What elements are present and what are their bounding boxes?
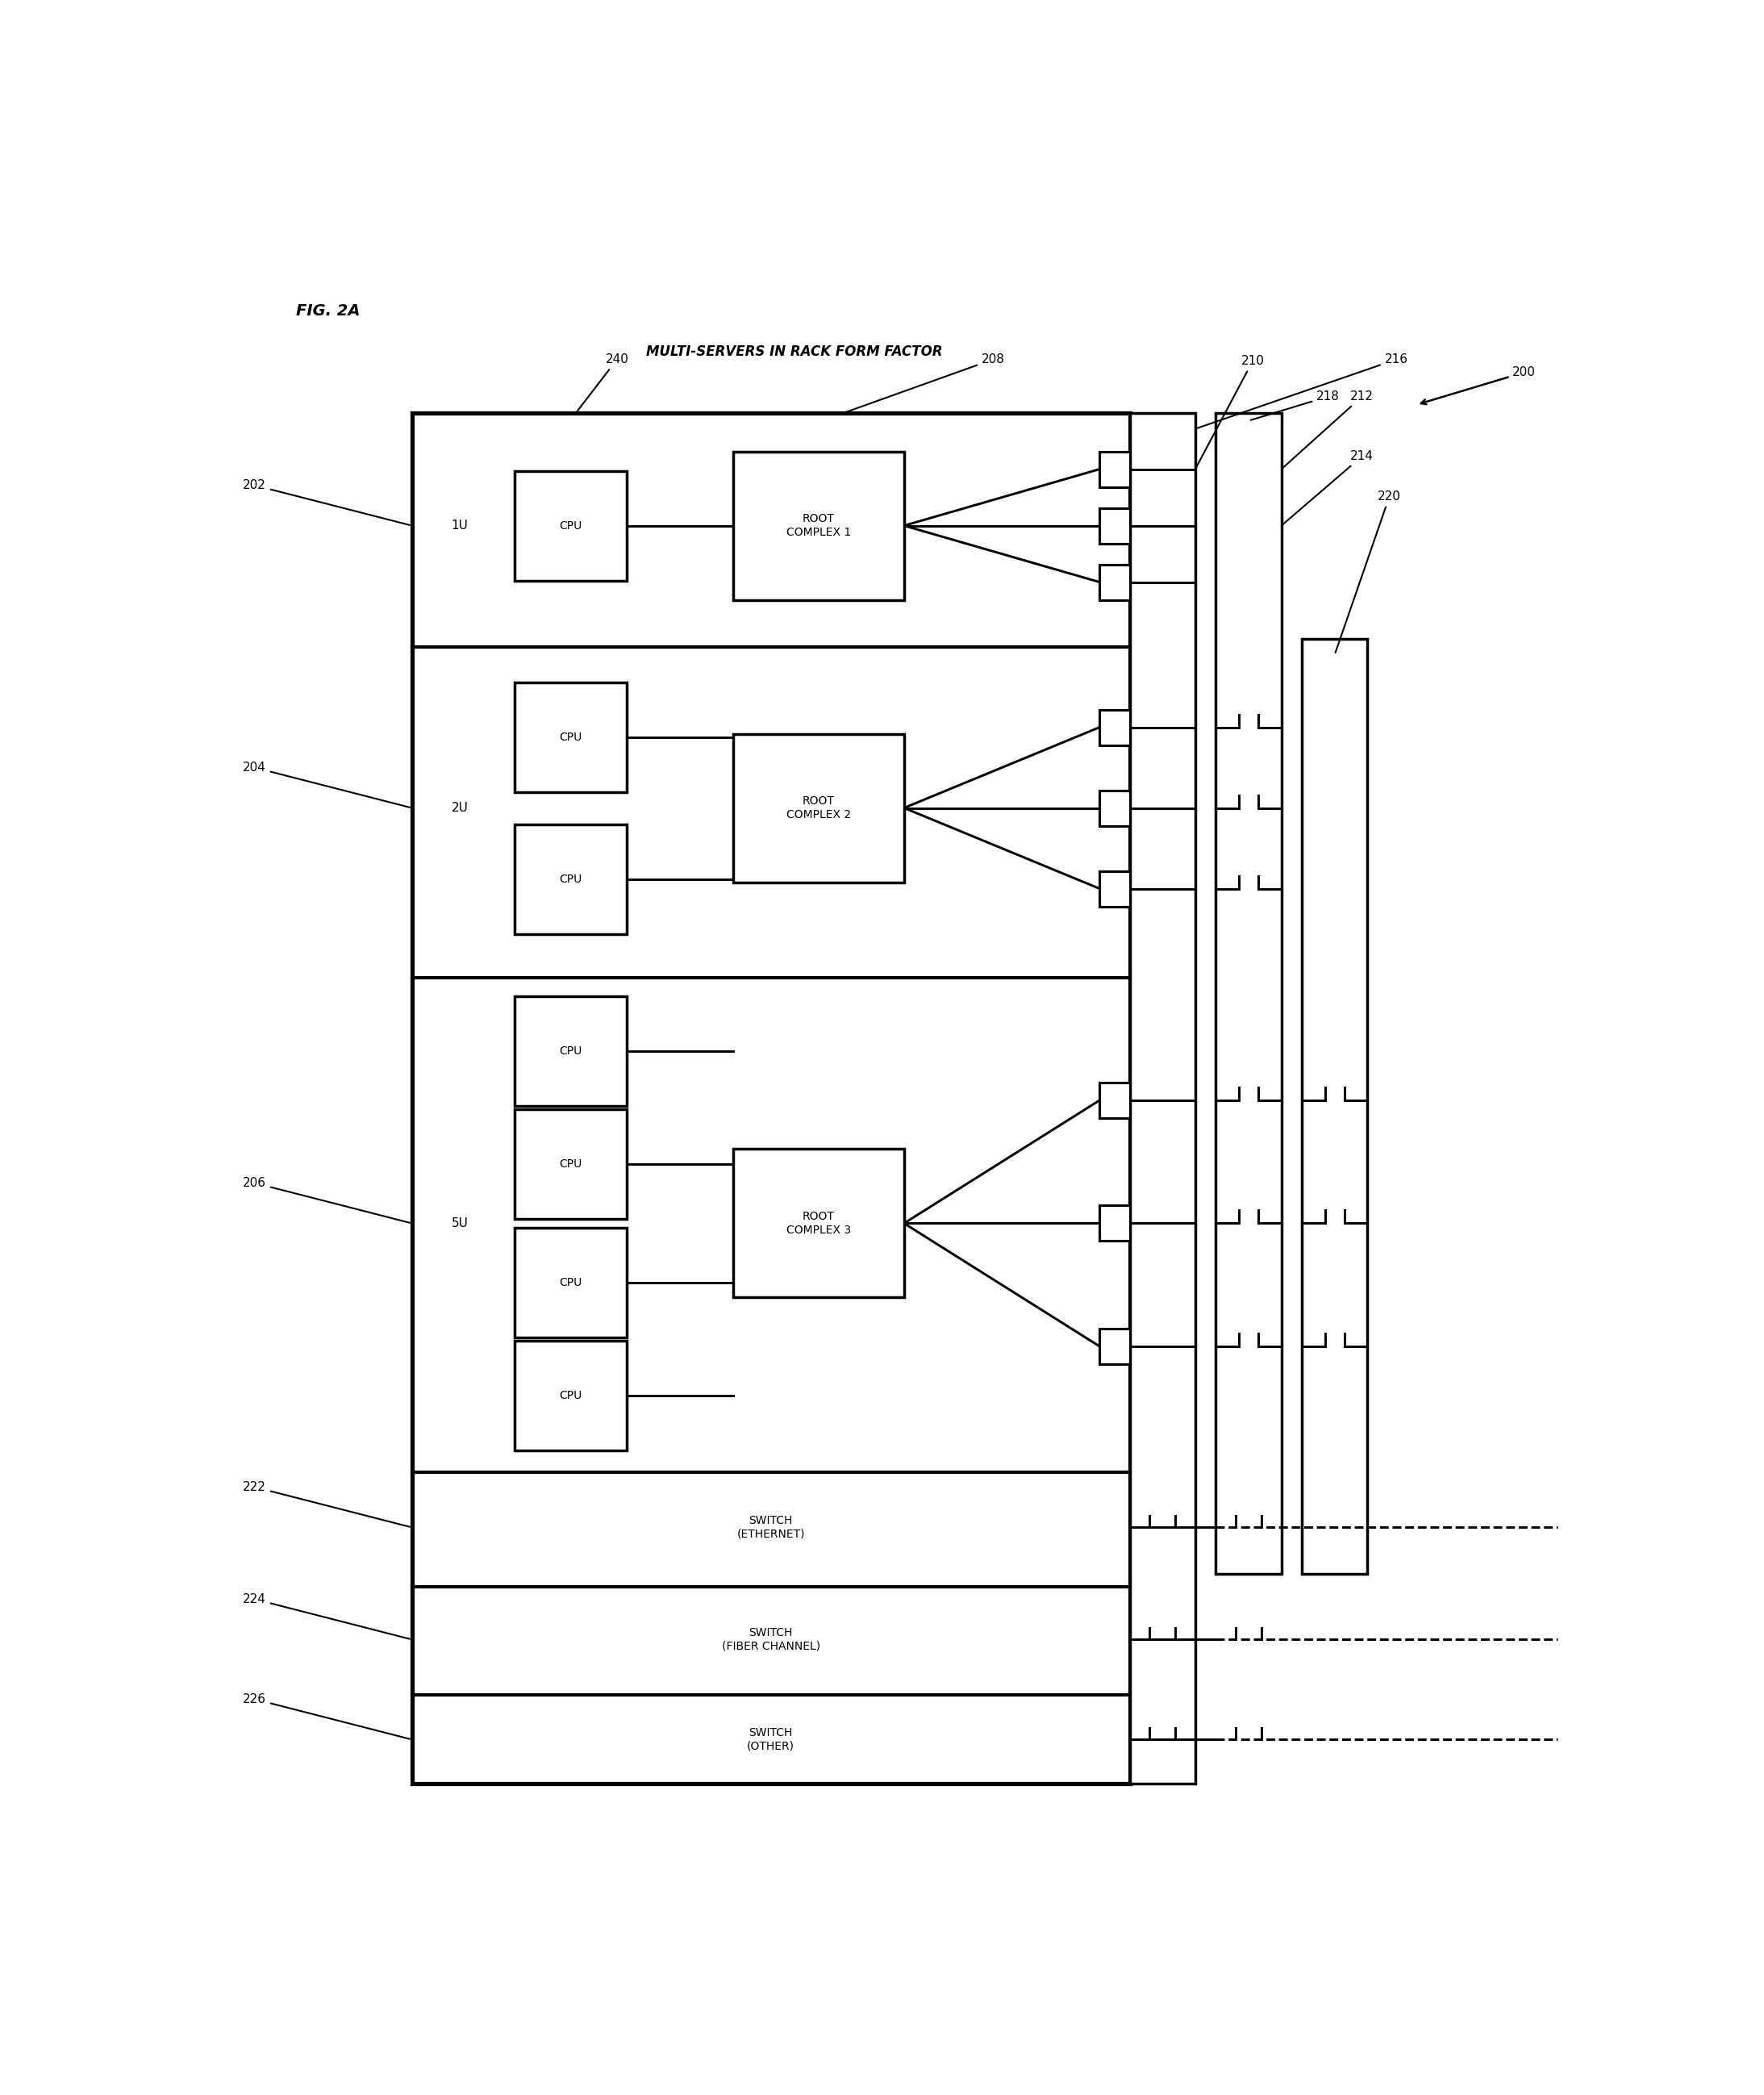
Text: 206: 206 [243, 1177, 409, 1223]
Text: 240: 240 [577, 354, 628, 411]
Text: CPU: CPU [559, 1045, 582, 1056]
Bar [734, 1150, 903, 1297]
Bar [515, 1341, 626, 1450]
Bar [1099, 790, 1129, 825]
Text: CPU: CPU [559, 520, 582, 532]
Text: ROOT
COMPLEX 1: ROOT COMPLEX 1 [787, 513, 850, 538]
Text: 210: 210 [1196, 354, 1265, 467]
Text: 208: 208 [847, 354, 1004, 413]
Bar [515, 471, 626, 580]
Text: 1U: 1U [452, 520, 467, 532]
Text: MULTI-SERVERS IN RACK FORM FACTOR: MULTI-SERVERS IN RACK FORM FACTOR [646, 344, 944, 358]
Bar [1099, 1083, 1129, 1119]
Text: CPU: CPU [559, 1276, 582, 1288]
Bar [515, 997, 626, 1106]
Text: CPU: CPU [559, 874, 582, 884]
Text: ROOT
COMPLEX 2: ROOT COMPLEX 2 [787, 796, 850, 819]
Bar [1099, 564, 1129, 599]
Bar [515, 1110, 626, 1219]
Bar [1099, 507, 1129, 543]
Bar [515, 823, 626, 934]
Bar [1099, 1328, 1129, 1364]
Text: 2U: 2U [452, 802, 467, 815]
Bar [1129, 413, 1196, 1785]
Text: FIG. 2A: FIG. 2A [296, 304, 360, 318]
Text: 204: 204 [243, 763, 409, 807]
Bar [411, 413, 1129, 1785]
Bar [1099, 1205, 1129, 1240]
Text: 226: 226 [243, 1693, 409, 1739]
Bar [1099, 872, 1129, 907]
Bar [515, 683, 626, 792]
Text: CPU: CPU [559, 731, 582, 742]
Bar [1302, 639, 1367, 1573]
Text: SWITCH
(FIBER CHANNEL): SWITCH (FIBER CHANNEL) [721, 1628, 820, 1651]
Bar [1099, 710, 1129, 746]
Bar [1099, 450, 1129, 486]
Text: 216: 216 [1198, 354, 1408, 427]
Text: 218: 218 [1251, 390, 1339, 421]
Text: CPU: CPU [559, 1159, 582, 1169]
Text: 5U: 5U [452, 1217, 467, 1230]
Text: ROOT
COMPLEX 3: ROOT COMPLEX 3 [787, 1211, 850, 1236]
Bar [1215, 413, 1281, 1573]
Text: CPU: CPU [559, 1389, 582, 1402]
Bar [734, 450, 903, 599]
Text: 224: 224 [243, 1592, 409, 1638]
Text: 212: 212 [1282, 390, 1374, 467]
Text: 220: 220 [1335, 490, 1401, 652]
Text: 222: 222 [243, 1481, 409, 1527]
Bar [734, 733, 903, 882]
Text: SWITCH
(OTHER): SWITCH (OTHER) [746, 1728, 794, 1751]
Text: 200: 200 [1422, 367, 1536, 404]
Text: SWITCH
(ETHERNET): SWITCH (ETHERNET) [737, 1515, 804, 1540]
Text: 202: 202 [243, 480, 409, 526]
Bar [515, 1228, 626, 1337]
Text: 214: 214 [1282, 450, 1374, 524]
